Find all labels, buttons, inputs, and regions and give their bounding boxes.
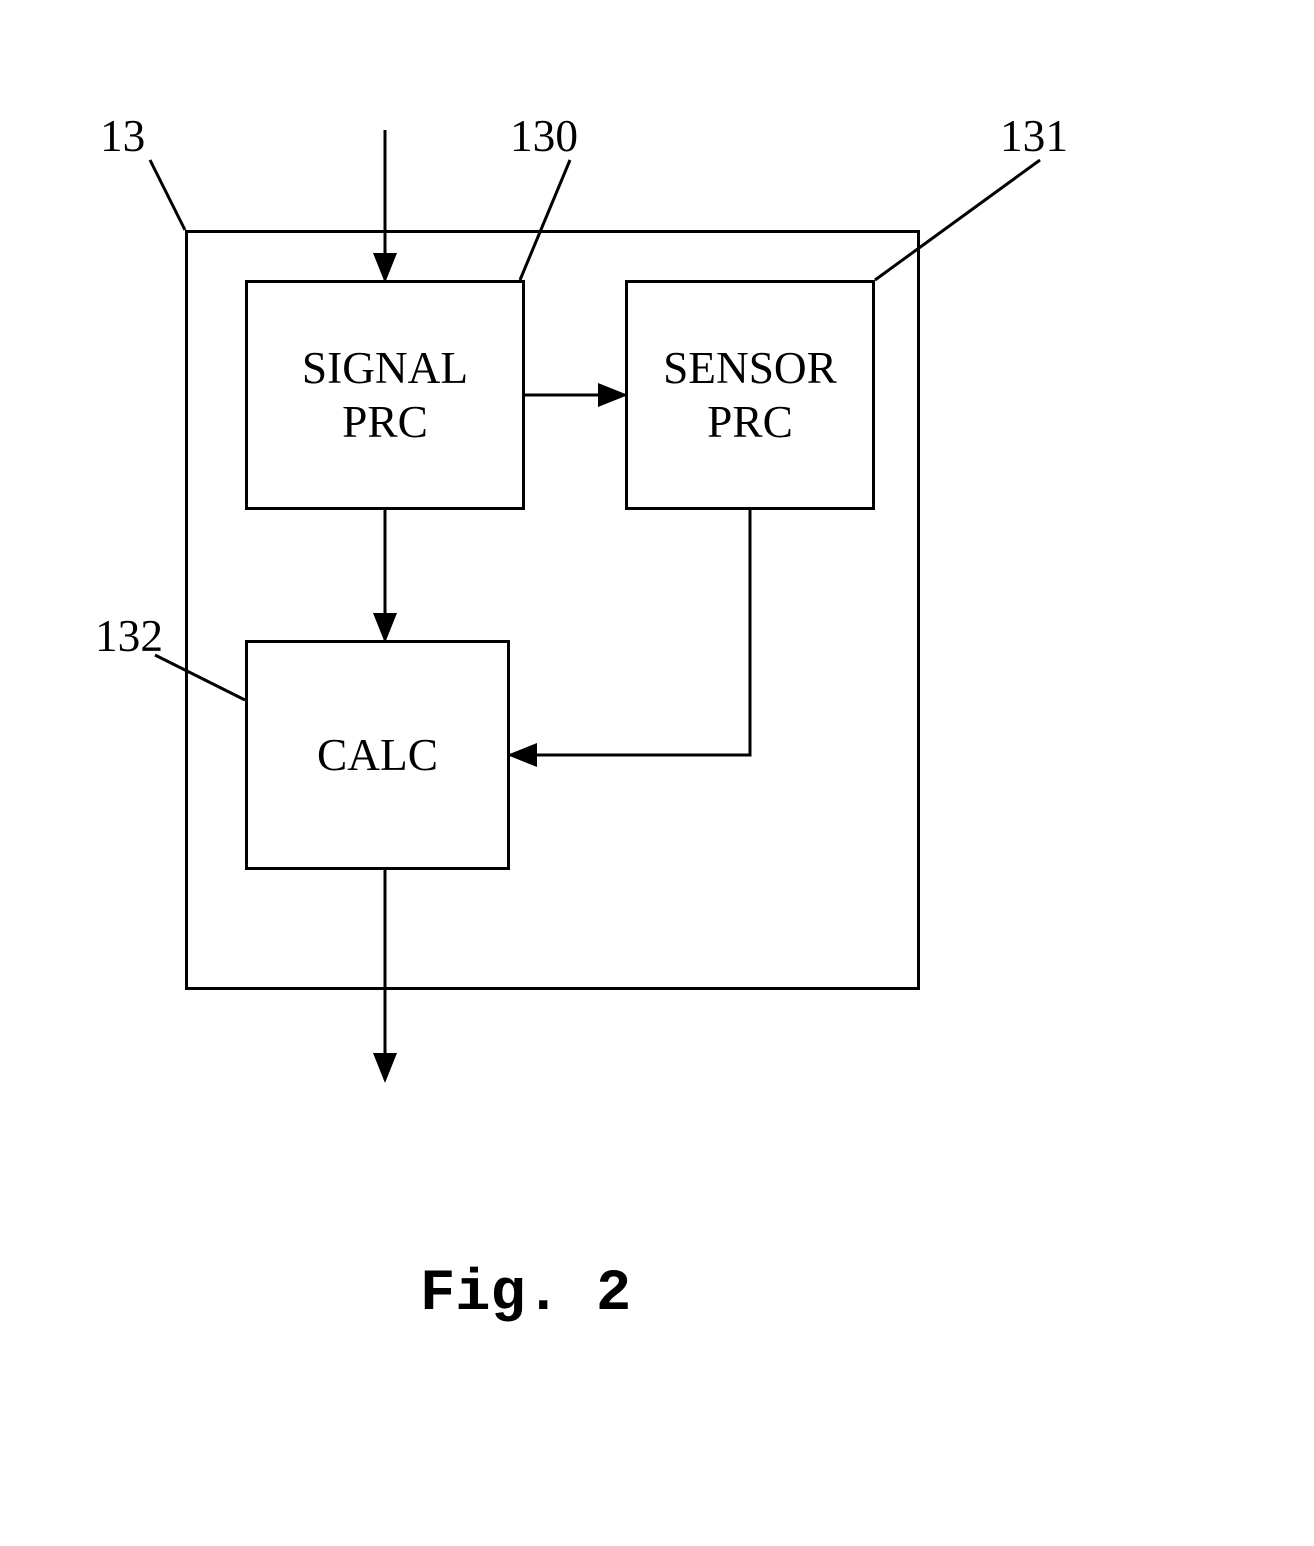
ref-label-132: 132 bbox=[95, 610, 163, 662]
figure-caption: Fig. 2 bbox=[420, 1260, 631, 1327]
ref-label-13: 13 bbox=[100, 110, 145, 162]
ref-label-131: 131 bbox=[1000, 110, 1068, 162]
block-signal-prc: SIGNAL PRC bbox=[245, 280, 525, 510]
ref-label-130: 130 bbox=[510, 110, 578, 162]
block-sensor-prc: SENSOR PRC bbox=[625, 280, 875, 510]
block-calc: CALC bbox=[245, 640, 510, 870]
diagram-canvas: SIGNAL PRC SENSOR PRC CALC 13 130 131 13… bbox=[0, 0, 1314, 1546]
